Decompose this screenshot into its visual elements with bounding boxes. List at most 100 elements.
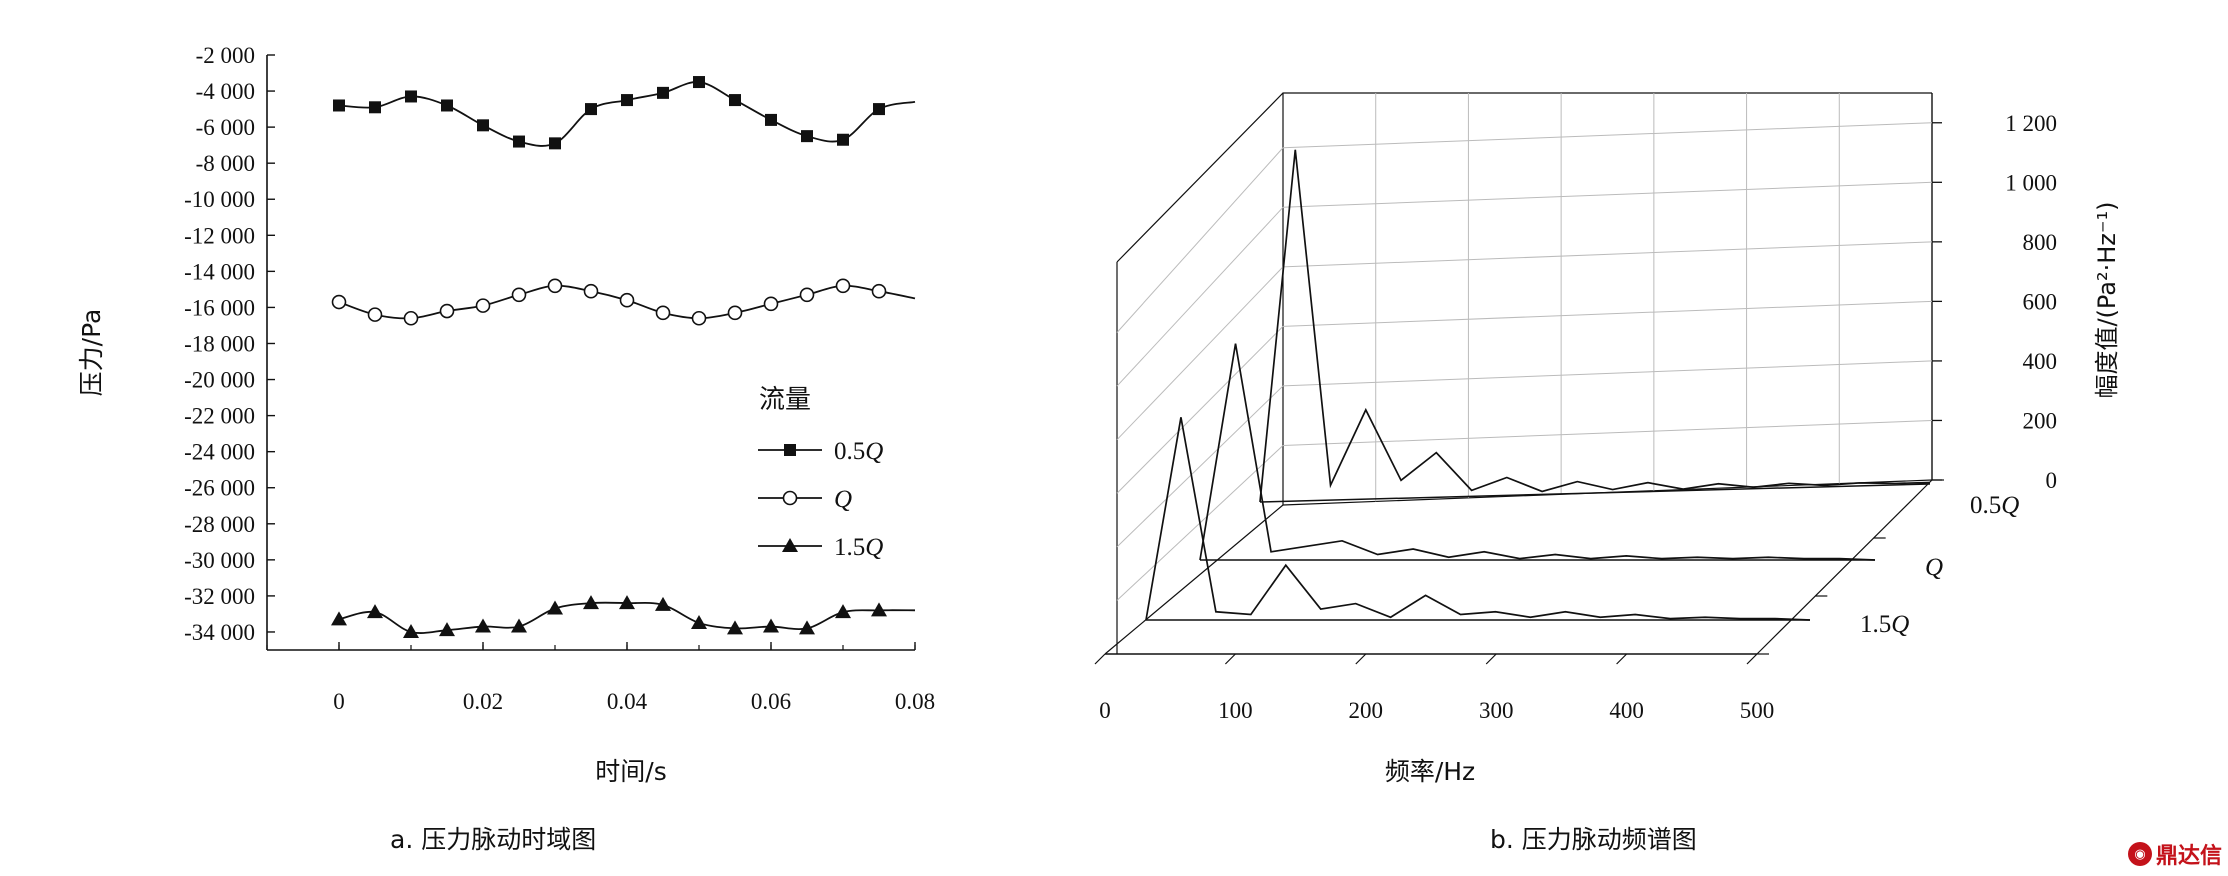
x-tick (1616, 653, 1628, 665)
x-axis-label: 频率/Hz (1385, 757, 1475, 786)
x-tick (1224, 653, 1236, 665)
data-point (585, 103, 597, 116)
y-tick-label: -6 000 (196, 115, 255, 140)
series-2: Q (1199, 343, 1943, 581)
z-tick-label: 0 (2046, 468, 2058, 493)
x-tick-label: 0.04 (607, 689, 648, 714)
legend-label: 0.5Q (834, 438, 883, 465)
series-3: 1.5Q (1145, 417, 1909, 638)
x-tick-label: 0 (1099, 698, 1111, 723)
y-tick-label: -26 000 (184, 476, 255, 501)
grid-line (1116, 266, 1284, 441)
data-point (583, 283, 599, 299)
data-point (475, 298, 491, 313)
y-tick-label: -8 000 (196, 151, 255, 176)
y-tick-label: -34 000 (184, 620, 255, 645)
x-tick (1746, 653, 1758, 665)
series-line (1199, 343, 1876, 561)
y-axis-label: 压力/Pa (77, 309, 106, 397)
y-tick-label: -18 000 (184, 331, 255, 356)
series-label: 1.5Q (1860, 611, 1909, 638)
series-2 (331, 278, 916, 326)
legend-marker (782, 490, 798, 506)
data-point (441, 99, 453, 112)
data-point (621, 94, 633, 107)
z-tick-label: 600 (2023, 289, 2058, 314)
data-point (619, 595, 635, 610)
grid-line (1116, 206, 1284, 387)
data-point (799, 287, 815, 303)
y-tick-label: -24 000 (184, 440, 255, 465)
x-tick-label: 400 (1609, 698, 1644, 723)
data-point (367, 604, 383, 619)
legend-marker (782, 538, 798, 552)
x-tick-label: 200 (1349, 698, 1384, 723)
data-point (331, 294, 347, 310)
legend-label: 1.5Q (834, 534, 883, 561)
data-point (511, 287, 527, 303)
legend-title: 流量 (759, 385, 811, 415)
data-point (547, 278, 563, 294)
data-point (475, 618, 491, 633)
x-tick (1485, 653, 1497, 665)
z-tick-label: 200 (2023, 408, 2058, 433)
grid-line (1116, 385, 1284, 548)
y-tick-label: -30 000 (184, 548, 255, 573)
data-point (799, 620, 815, 635)
data-point (729, 94, 741, 107)
floor-left-edge (1104, 504, 1284, 655)
x-tick-label: 300 (1479, 698, 1514, 723)
legend-marker (784, 444, 796, 456)
data-point (369, 101, 381, 114)
data-point (655, 305, 671, 321)
y-tick-label: -12 000 (184, 223, 255, 248)
series-line (1259, 149, 1931, 503)
data-point (619, 292, 635, 308)
time-domain-chart: -2 000 -4 000 -6 000 -8 000 -10 000 -12 000 -1… (77, 43, 935, 786)
data-point (403, 623, 419, 638)
z-tick-label: 1 200 (2005, 111, 2057, 136)
data-point (871, 283, 887, 299)
watermark-text: 鼎达信 (2155, 844, 2222, 869)
series-label: 0.5Q (1970, 492, 2019, 519)
series-1 (333, 76, 916, 150)
grid-line (1282, 360, 1933, 387)
series-line (338, 81, 916, 147)
data-point (765, 113, 777, 126)
grid-line (1116, 326, 1284, 494)
data-point (583, 595, 599, 610)
data-point (871, 602, 887, 617)
data-point (655, 596, 671, 611)
data-point (727, 620, 743, 635)
data-point (691, 614, 707, 629)
y-tick-label: -28 000 (184, 512, 255, 537)
grid-line (1282, 300, 1933, 327)
grid-line (1282, 181, 1933, 208)
series-label: Q (1925, 554, 1943, 581)
series-baseline (1259, 483, 1931, 503)
spectrum-chart: 0 200 400 600 800 1 000 1 200 幅度值/(Pa²·Hz⁻¹) 0 10… (1094, 92, 2121, 786)
data-point (727, 305, 743, 321)
data-point (331, 611, 347, 626)
y-tick-label: -16 000 (184, 295, 255, 320)
data-point (835, 278, 851, 294)
legend: 流量 0.5Q Q 1.5Q (758, 385, 883, 561)
x-tick-label: 100 (1218, 698, 1253, 723)
caption-b: b. 压力脉动频谱图 (1490, 825, 1697, 854)
z-axis-label: 幅度值/(Pa²·Hz⁻¹) (2093, 201, 2121, 398)
data-point (549, 137, 561, 150)
data-point (367, 307, 383, 322)
y-tick-label: -10 000 (184, 187, 255, 212)
data-point (763, 618, 779, 633)
grid-line (1282, 241, 1933, 268)
data-point (691, 310, 707, 326)
data-point (657, 86, 669, 99)
data-point (439, 622, 455, 637)
grid-line (1282, 419, 1933, 446)
y-tick-label: -4 000 (196, 79, 255, 104)
y-tick-label: -2 000 (196, 43, 255, 68)
data-point (693, 76, 705, 89)
floor-right-edge (1756, 479, 1933, 655)
x-tick-label: 500 (1740, 698, 1775, 723)
x-tick-label: 0.06 (751, 689, 791, 714)
